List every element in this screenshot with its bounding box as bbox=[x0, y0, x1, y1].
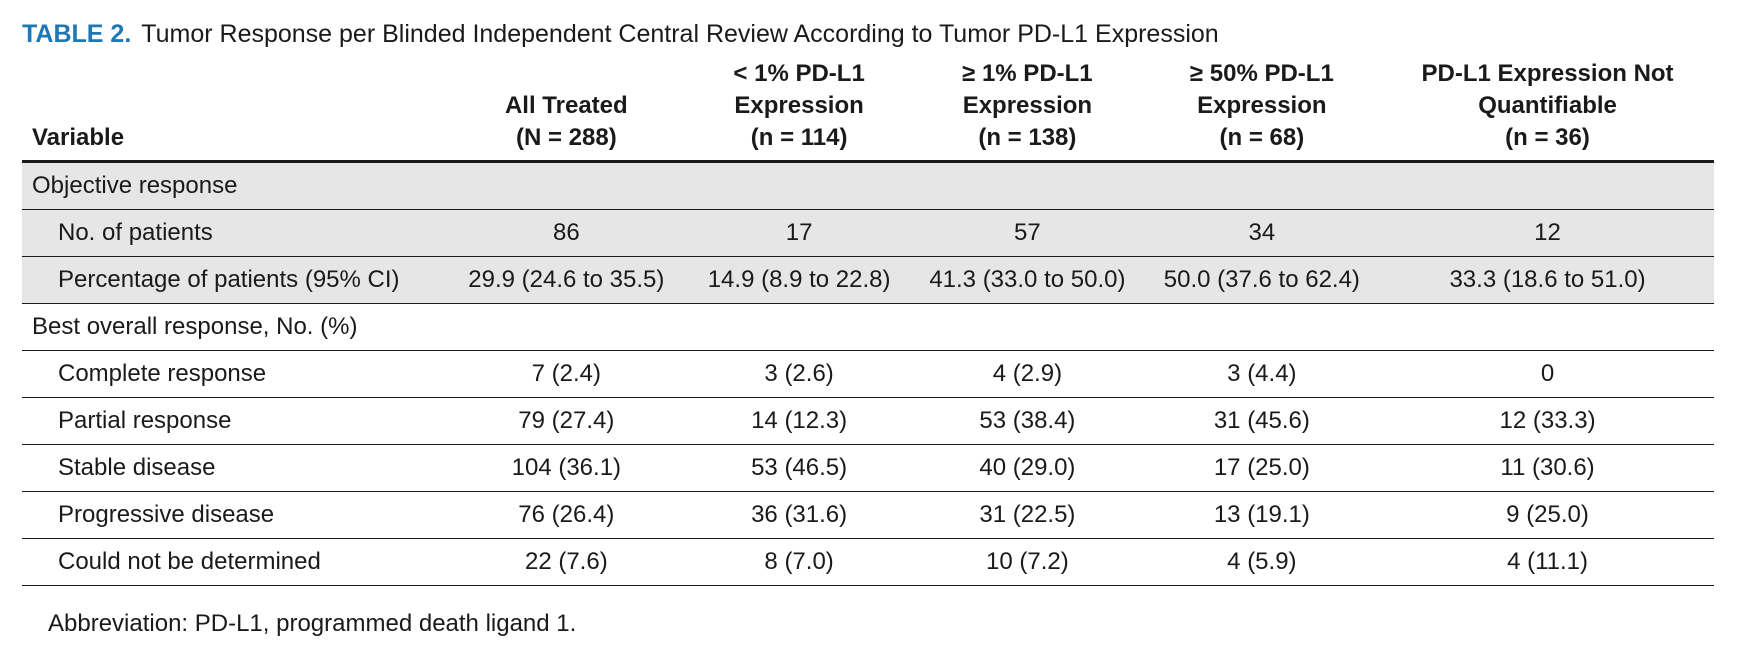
row-label: Percentage of patients (95% CI) bbox=[22, 256, 447, 304]
column-header: All Treated (N = 288) bbox=[447, 58, 687, 162]
table-cell: 22 (7.6) bbox=[446, 538, 687, 586]
column-header: PD-L1 Expression Not Quantifiable (n = 36) bbox=[1381, 58, 1714, 162]
table-cell: 10 (7.2) bbox=[912, 538, 1143, 586]
section-row: Best overall response, No. (%) bbox=[22, 303, 1714, 351]
table-cell: 8 (7.0) bbox=[686, 538, 913, 586]
table-cell: 12 bbox=[1381, 209, 1714, 257]
column-header-line: Expression bbox=[734, 92, 864, 119]
table-cell: 12 (33.3) bbox=[1381, 397, 1714, 445]
row-label: Progressive disease bbox=[22, 491, 447, 539]
table-cell: 79 (27.4) bbox=[446, 397, 687, 445]
table-row: No. of patients 86 17 57 34 12 bbox=[22, 209, 1714, 257]
table-cell: 17 bbox=[686, 209, 913, 257]
table-cell: 41.3 (33.0 to 50.0) bbox=[912, 256, 1143, 304]
column-header-line: (n = 68) bbox=[1219, 124, 1305, 151]
column-header-line: Expression bbox=[962, 92, 1093, 119]
table-cell: 29.9 (24.6 to 35.5) bbox=[446, 256, 687, 304]
table-cell: 7 (2.4) bbox=[446, 350, 687, 398]
section-label: Objective response bbox=[22, 161, 1714, 210]
column-header-line: (N = 288) bbox=[515, 124, 617, 151]
table-cell: 13 (19.1) bbox=[1142, 491, 1382, 539]
table-cell: 4 (2.9) bbox=[912, 350, 1143, 398]
table-row: Could not be determined 22 (7.6) 8 (7.0) 10… bbox=[22, 538, 1714, 586]
table-cell: 0 bbox=[1381, 350, 1714, 398]
table-cell: 57 bbox=[912, 209, 1143, 257]
table-cell: 17 (25.0) bbox=[1142, 444, 1382, 492]
table-cell: 53 (46.5) bbox=[686, 444, 913, 492]
table-body: Objective response No. of patients 86 17 57 3… bbox=[22, 161, 1714, 586]
tumor-response-table: Variable All Treated (N = 288) < 1% PD-L1 Ex… bbox=[22, 58, 1714, 586]
row-label: No. of patients bbox=[22, 209, 447, 257]
table-cell: 14.9 (8.9 to 22.8) bbox=[686, 256, 913, 304]
row-label: Partial response bbox=[22, 397, 447, 445]
section-row: Objective response bbox=[22, 161, 1714, 210]
column-header: ≥ 50% PD-L1 Expression (n = 68) bbox=[1143, 58, 1381, 162]
column-header-line: PD-L1 Expression Not bbox=[1421, 60, 1674, 87]
column-header: < 1% PD-L1 Expression (n = 114) bbox=[686, 58, 912, 162]
column-header-line: (n = 114) bbox=[750, 124, 848, 151]
table-cell: 31 (45.6) bbox=[1142, 397, 1382, 445]
column-header-line: Quantifiable bbox=[1478, 92, 1617, 119]
row-label: Stable disease bbox=[22, 444, 447, 492]
table-cell: 86 bbox=[446, 209, 687, 257]
table-row: Complete response 7 (2.4) 3 (2.6) 4 (2.9) 3 … bbox=[22, 350, 1714, 398]
table-cell: 31 (22.5) bbox=[912, 491, 1143, 539]
column-header-line: (n = 36) bbox=[1505, 124, 1590, 151]
table-cell: 9 (25.0) bbox=[1381, 491, 1714, 539]
column-header: ≥ 1% PD-L1 Expression (n = 138) bbox=[912, 58, 1143, 162]
column-header-line: All Treated bbox=[504, 92, 628, 119]
header-row: Variable All Treated (N = 288) < 1% PD-L1 Ex… bbox=[22, 58, 1714, 162]
table-cell: 4 (11.1) bbox=[1381, 538, 1714, 586]
table-cell: 40 (29.0) bbox=[912, 444, 1143, 492]
section-label: Best overall response, No. (%) bbox=[22, 303, 1714, 351]
table-cell: 53 (38.4) bbox=[912, 397, 1143, 445]
table-row: Partial response 79 (27.4) 14 (12.3) 53 (38… bbox=[22, 397, 1714, 445]
table-cell: 4 (5.9) bbox=[1142, 538, 1382, 586]
row-label: Complete response bbox=[22, 350, 447, 398]
table-title: Tumor Response per Blinded Independent C… bbox=[141, 20, 1219, 48]
column-header-line: < 1% PD-L1 bbox=[733, 60, 865, 87]
table-cell: 34 bbox=[1142, 209, 1382, 257]
column-header-line: Expression bbox=[1197, 92, 1327, 119]
column-header-line: Variable bbox=[32, 124, 125, 151]
table-cell: 104 (36.1) bbox=[446, 444, 687, 492]
table-cell: 76 (26.4) bbox=[446, 491, 687, 539]
footnote: Abbreviation: PD-L1, programmed death li… bbox=[48, 610, 577, 637]
table-cell: 11 (30.6) bbox=[1381, 444, 1714, 492]
row-label: Could not be determined bbox=[22, 538, 447, 586]
table-cell: 50.0 (37.6 to 62.4) bbox=[1142, 256, 1382, 304]
table-caption: TABLE 2. Tumor Response per Blinded Indep… bbox=[22, 20, 1219, 49]
table-label: TABLE 2. bbox=[22, 20, 132, 48]
column-header-line: (n = 138) bbox=[978, 124, 1077, 151]
table-cell: 14 (12.3) bbox=[686, 397, 913, 445]
table-row: Percentage of patients (95% CI) 29.9 (24.… bbox=[22, 256, 1714, 304]
table-cell: 33.3 (18.6 to 51.0) bbox=[1381, 256, 1714, 304]
column-header-variable: Variable bbox=[22, 58, 447, 162]
table-row: Progressive disease 76 (26.4) 36 (31.6) 31 … bbox=[22, 491, 1714, 539]
table-cell: 36 (31.6) bbox=[686, 491, 913, 539]
column-header-line: ≥ 1% PD-L1 bbox=[962, 60, 1093, 87]
table-row: Stable disease 104 (36.1) 53 (46.5) 40 (29.… bbox=[22, 444, 1714, 492]
column-header-line: ≥ 50% PD-L1 bbox=[1189, 60, 1334, 87]
table-cell: 3 (2.6) bbox=[686, 350, 913, 398]
table-cell: 3 (4.4) bbox=[1142, 350, 1382, 398]
